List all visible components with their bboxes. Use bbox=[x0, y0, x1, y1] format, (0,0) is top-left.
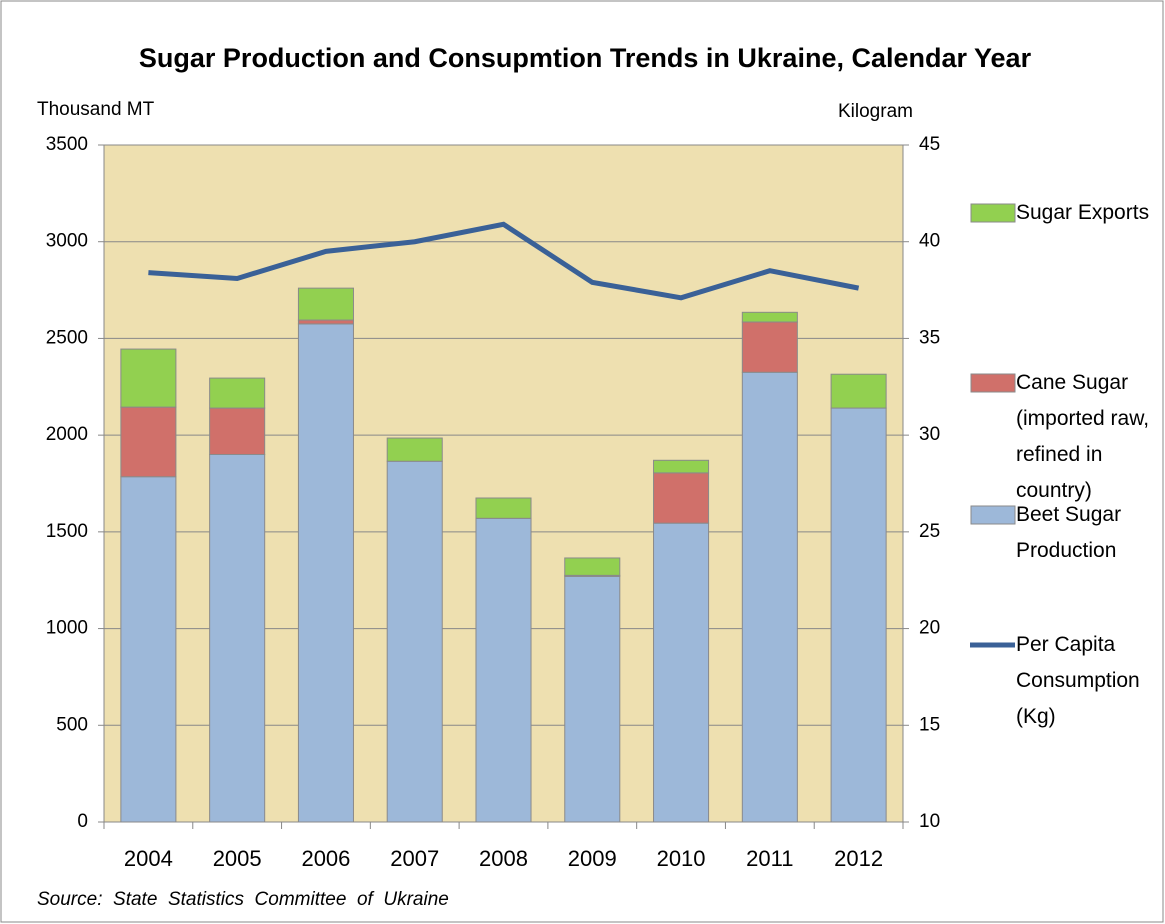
y-tick-label: 1500 bbox=[46, 521, 88, 542]
x-tick-label: 2009 bbox=[568, 846, 617, 871]
line-series bbox=[148, 221, 860, 301]
y-tick-label: 2500 bbox=[46, 327, 88, 348]
y-tick-label: 0 bbox=[77, 811, 88, 832]
bar-segment bbox=[564, 557, 621, 576]
bar-segment bbox=[475, 497, 532, 519]
x-tick-label: 2005 bbox=[213, 846, 262, 871]
legend-label: Beet Sugar Production bbox=[1016, 503, 1122, 562]
bar-segment bbox=[741, 311, 798, 323]
legend-label: Per Capita Consumption (Kg) bbox=[1016, 633, 1140, 728]
source-note: Source: State Statistics Committee of Uk… bbox=[37, 889, 449, 910]
y-tick-label: 3500 bbox=[46, 134, 88, 155]
y-axis-label: Thousand MT bbox=[37, 99, 155, 120]
y-tick-label: 1000 bbox=[46, 618, 88, 639]
bar-segment bbox=[653, 459, 710, 474]
x-tick-label: 2010 bbox=[657, 846, 706, 871]
bar-segment bbox=[297, 323, 354, 823]
bar-segment bbox=[386, 437, 443, 462]
y2-tick-label: 15 bbox=[919, 714, 940, 735]
bar-segment bbox=[209, 377, 266, 409]
bar-segment bbox=[386, 460, 443, 823]
bar-segment bbox=[209, 453, 266, 823]
bar-segment bbox=[209, 407, 266, 455]
bar-segment bbox=[297, 287, 354, 321]
legend-swatch bbox=[970, 373, 1016, 393]
y2-tick-label: 40 bbox=[919, 231, 940, 252]
bar-segment bbox=[120, 348, 177, 408]
y-tick-label: 500 bbox=[56, 714, 88, 735]
bar-segment bbox=[297, 319, 354, 325]
y2-tick-label: 35 bbox=[919, 327, 940, 348]
y2-tick-label: 25 bbox=[919, 521, 940, 542]
y2-axis-label: Kilogram bbox=[838, 101, 913, 122]
y2-tick-label: 10 bbox=[919, 811, 940, 832]
legend-label: Sugar Exports bbox=[1016, 201, 1150, 224]
bar-segment bbox=[741, 321, 798, 373]
legend-swatch bbox=[970, 203, 1016, 223]
y2-tick-label: 30 bbox=[919, 424, 940, 445]
y2-tick-label: 20 bbox=[919, 618, 940, 639]
bar-segment bbox=[120, 476, 177, 823]
bar-segment bbox=[653, 522, 710, 823]
chart-title: Sugar Production and Consupmtion Trends … bbox=[139, 43, 1032, 73]
x-tick-label: 2012 bbox=[834, 846, 883, 871]
y2-tick-label: 45 bbox=[919, 134, 940, 155]
legend-label: Cane Sugar (imported raw, refined in cou… bbox=[1016, 371, 1150, 502]
x-tick-label: 2011 bbox=[746, 846, 793, 871]
x-tick-label: 2004 bbox=[124, 846, 173, 871]
bar-segment bbox=[830, 407, 887, 823]
y-tick-label: 2000 bbox=[46, 424, 88, 445]
bar-segment bbox=[741, 371, 798, 823]
x-tick-label: 2007 bbox=[390, 846, 439, 871]
x-tick-label: 2006 bbox=[301, 846, 350, 871]
x-tick-label: 2008 bbox=[479, 846, 528, 871]
bar-segment bbox=[830, 373, 887, 409]
y-tick-label: 3000 bbox=[46, 231, 88, 252]
legend-swatch bbox=[970, 505, 1016, 525]
bar-segment bbox=[564, 575, 621, 823]
bar-segment bbox=[475, 517, 532, 823]
bar-segment bbox=[653, 472, 710, 524]
bar-segment bbox=[120, 406, 177, 478]
